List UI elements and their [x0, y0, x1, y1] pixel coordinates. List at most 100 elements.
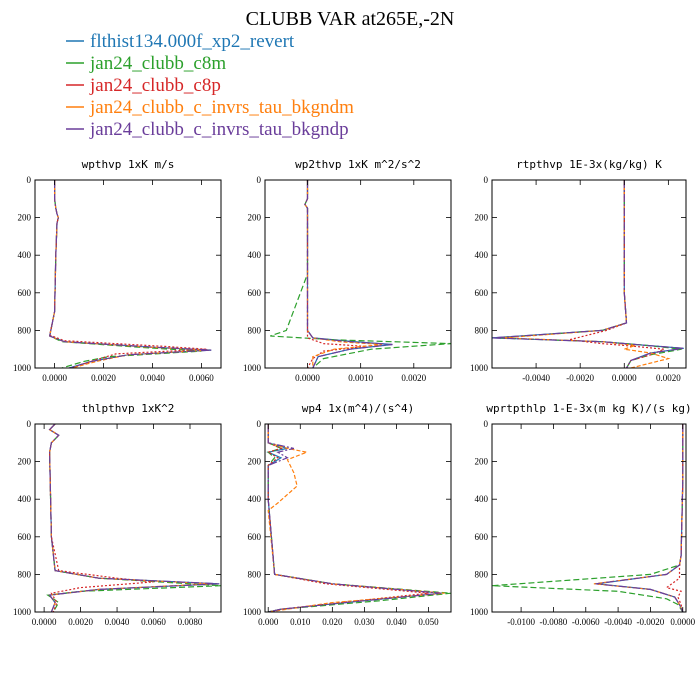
y-tick-label: 0	[27, 419, 32, 429]
series-group	[266, 424, 451, 612]
axes-frame	[34, 179, 222, 369]
y-tick-label: 400	[18, 494, 32, 504]
y-tick-label: 400	[475, 494, 489, 504]
series-line	[595, 424, 684, 612]
y-tick-label: 200	[475, 457, 489, 467]
x-tick-label: -0.0100	[507, 617, 535, 627]
legend: flthist134.000f_xp2_revertjan24_clubb_c8…	[66, 31, 354, 140]
y-tick-label: 800	[248, 325, 262, 335]
series-line	[266, 424, 451, 612]
y-tick-label: 600	[18, 288, 32, 298]
y-tick-label: 400	[475, 250, 489, 260]
x-tick-label: 0.0000	[295, 373, 320, 383]
y-tick-label: 1000	[243, 607, 262, 617]
legend-item: jan24_clubb_c_invrs_tau_bkgndm	[66, 97, 354, 118]
x-tick-label: 0.0040	[140, 373, 165, 383]
y-tick-label: 200	[248, 457, 262, 467]
series-line	[597, 424, 684, 612]
series-line	[569, 180, 665, 368]
x-tick-label: -0.0080	[540, 617, 568, 627]
subplot-title: wp4 1x(m^4)/(s^4)	[302, 402, 415, 415]
y-tick-label: 800	[18, 325, 32, 335]
x-tick-label: -0.0040	[522, 373, 550, 383]
x-tick-label: 0.050	[418, 617, 439, 627]
series-line	[492, 424, 684, 612]
subplot-title: thlpthvp 1xK^2	[82, 402, 175, 415]
legend-item: jan24_clubb_c8m	[66, 53, 226, 74]
subplot-title: wp2thvp 1xK m^2/s^2	[295, 158, 421, 171]
x-tick-label: -0.0020	[566, 373, 594, 383]
y-tick-label: 600	[18, 532, 32, 542]
x-tick-label: 0.020	[322, 617, 343, 627]
y-tick-label: 1000	[13, 607, 32, 617]
y-tick-label: 800	[475, 325, 489, 335]
series-line	[48, 424, 220, 612]
y-tick-label: 800	[248, 569, 262, 579]
x-tick-label: 0.0000	[612, 373, 637, 383]
y-tick-label: 600	[475, 532, 489, 542]
series-group	[492, 180, 684, 368]
axes-frame	[34, 423, 222, 613]
y-tick-label: 200	[18, 457, 32, 467]
x-tick-label: 0.0010	[348, 373, 373, 383]
x-tick-label: -0.0040	[604, 617, 632, 627]
x-tick-label: 0.0080	[178, 617, 203, 627]
series-line	[49, 180, 207, 368]
x-tick-label: 0.0020	[656, 373, 681, 383]
series-line	[49, 180, 212, 368]
y-tick-label: 400	[248, 494, 262, 504]
x-tick-label: 0.0060	[189, 373, 214, 383]
series-line	[304, 180, 393, 368]
series-line	[267, 424, 442, 612]
subplot-3: rtpthvp 1E-3x(kg/kg) K 0 200 400 600 800 1000 -…	[470, 158, 687, 383]
y-tick-label: 0	[257, 175, 262, 185]
x-tick-label: 0.010	[290, 617, 311, 627]
axes-frame	[264, 423, 452, 613]
x-tick-label: 0.030	[354, 617, 375, 627]
x-tick-label: 0.0060	[141, 617, 166, 627]
x-tick-label: 0.000	[258, 617, 279, 627]
y-tick-label: 0	[484, 419, 489, 429]
series-line	[496, 180, 682, 368]
legend-item: jan24_clubb_c_invrs_tau_bkgndp	[66, 119, 349, 140]
y-tick-label: 800	[18, 569, 32, 579]
axes-frame	[491, 423, 687, 613]
legend-label: jan24_clubb_c_invrs_tau_bkgndp	[89, 119, 349, 140]
y-tick-label: 600	[475, 288, 489, 298]
series-line	[492, 180, 684, 368]
y-tick-label: 400	[18, 250, 32, 260]
x-tick-label: 0.0040	[105, 617, 130, 627]
series-line	[266, 424, 442, 612]
series-group	[49, 180, 212, 368]
x-tick-label: 0.0000	[32, 617, 57, 627]
y-tick-label: 200	[18, 213, 32, 223]
legend-label: jan24_clubb_c8p	[89, 75, 221, 96]
series-group	[492, 424, 684, 612]
y-tick-label: 1000	[470, 607, 489, 617]
series-group	[270, 180, 451, 368]
series-line	[266, 424, 429, 612]
series-line	[48, 424, 154, 612]
y-tick-label: 1000	[13, 363, 32, 373]
series-line	[665, 424, 684, 612]
figure-title: CLUBB VAR at265E,-2N	[246, 8, 455, 30]
x-tick-label: -0.0020	[637, 617, 665, 627]
y-tick-label: 1000	[470, 363, 489, 373]
axes-frame	[264, 179, 452, 369]
series-line	[49, 180, 212, 368]
y-tick-label: 1000	[243, 363, 262, 373]
x-tick-label: 0.0000	[42, 373, 67, 383]
axes-frame	[491, 179, 687, 369]
y-tick-label: 200	[475, 213, 489, 223]
series-group	[46, 424, 221, 612]
series-line	[304, 180, 393, 368]
series-line	[49, 180, 209, 368]
y-tick-label: 600	[248, 288, 262, 298]
x-tick-label: 0.040	[386, 617, 407, 627]
legend-label: jan24_clubb_c8m	[89, 53, 226, 74]
y-tick-label: 0	[257, 419, 262, 429]
subplot-title: rtpthvp 1E-3x(kg/kg) K	[516, 158, 662, 171]
